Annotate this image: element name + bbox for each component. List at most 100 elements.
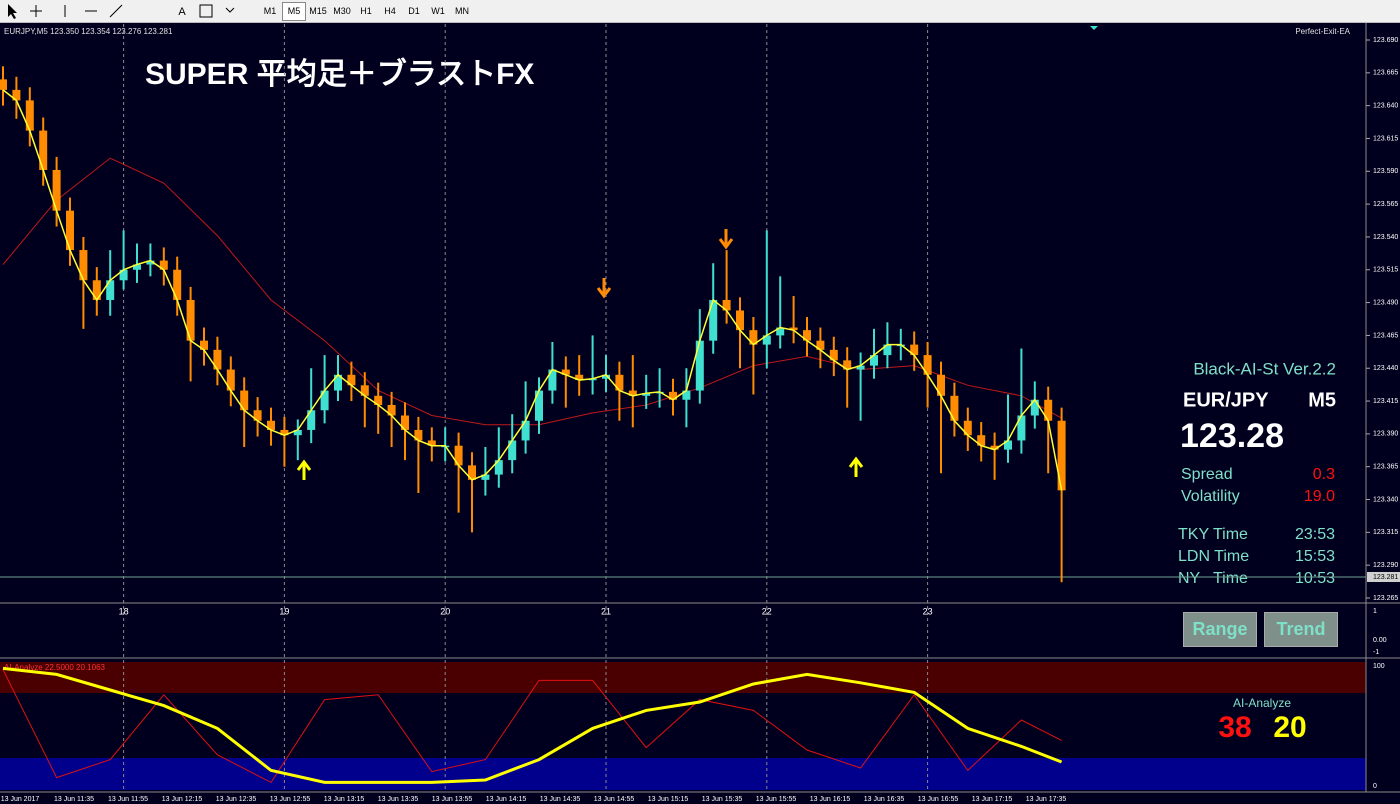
candle-body — [977, 435, 986, 446]
current-price-label: 123.281 — [1373, 574, 1398, 581]
trend-button[interactable]: Trend — [1264, 612, 1338, 647]
time-label: 13 Jun 12:15 — [162, 796, 203, 803]
candle-body — [789, 327, 798, 331]
panel-time-label: LDN Time — [1178, 548, 1249, 565]
time-label: 13 Jun 13:35 — [378, 796, 419, 803]
day-label: 19 — [279, 606, 289, 616]
timeframe-button[interactable]: H4 — [384, 6, 396, 16]
candle-body — [414, 429, 423, 441]
timeframe-button[interactable]: W1 — [431, 6, 445, 16]
range-button[interactable]: Range — [1183, 612, 1257, 647]
candle-body — [923, 355, 932, 375]
panel-time-value: 10:53 — [1295, 570, 1335, 587]
candle-body — [494, 460, 503, 475]
cursor-icon[interactable] — [8, 4, 17, 19]
panel-version: Black-AI-St Ver.2.2 — [1193, 359, 1336, 378]
time-label: 13 Jun 12:35 — [216, 796, 257, 803]
candle-body — [66, 210, 74, 251]
crosshair-icon[interactable] — [30, 5, 42, 17]
candle-body — [816, 340, 825, 350]
candle-body — [722, 299, 731, 311]
time-label: 13 Jun 13:55 — [432, 796, 473, 803]
time-label: 13 Jun 11:55 — [108, 796, 148, 803]
info-panel: Black-AI-St Ver.2.2 EUR/JPY M5 123.28 Spread… — [1178, 359, 1336, 587]
candle-body — [320, 390, 329, 411]
timeframe-button[interactable]: MN — [455, 6, 469, 16]
time-label: 13 Jun 15:55 — [756, 796, 797, 803]
candle-body — [575, 374, 584, 381]
candle-body — [119, 269, 128, 281]
candle-body — [253, 410, 262, 421]
timeframe-button[interactable]: D1 — [408, 6, 420, 16]
panel-row-value: 19.0 — [1304, 488, 1335, 505]
misc-icons[interactable] — [199, 4, 235, 18]
indicator-tick: 0 — [1373, 783, 1377, 790]
candle-body — [0, 79, 7, 90]
candle-body — [387, 404, 396, 416]
candle-body — [521, 420, 530, 441]
price-label: 123.315 — [1373, 529, 1398, 536]
candle-body — [1057, 420, 1066, 491]
subwindow-tick: 0.00 — [1373, 637, 1387, 644]
panel-time-label: NY Time — [1178, 570, 1248, 587]
day-label: 18 — [119, 606, 129, 616]
text-icon[interactable]: A — [178, 6, 186, 18]
candle-body — [628, 390, 637, 396]
candle-body — [186, 299, 195, 341]
candle-body — [52, 169, 61, 211]
timeframe-button[interactable]: M5 — [282, 2, 306, 21]
subwindow-tick: 1 — [1373, 608, 1377, 615]
shift-marker — [1090, 26, 1098, 30]
timeframe-button[interactable]: H1 — [360, 6, 372, 16]
panel-row-label: Volatility — [1181, 488, 1240, 505]
price-label: 123.390 — [1373, 431, 1398, 438]
candle-body — [870, 355, 878, 366]
price-label: 123.690 — [1373, 37, 1398, 44]
candle-body — [92, 280, 101, 300]
time-label: 13 Jun 17:15 — [972, 796, 1013, 803]
candle-body — [173, 269, 182, 300]
draw-icons[interactable] — [64, 4, 123, 18]
candle-body — [508, 440, 517, 461]
price-label: 123.615 — [1373, 135, 1398, 142]
indicator-header: AI-Analyze 22.5000 20.1063 — [4, 663, 106, 672]
toolbar: A M1 M5 M15 M30 H1 H4 D1 W1 MN — [0, 0, 1400, 23]
candle-body — [883, 344, 892, 356]
candle-body — [267, 420, 275, 430]
panel-price: 123.28 — [1180, 417, 1284, 455]
panel-row-label: Spread — [1181, 466, 1233, 483]
timeframe-button[interactable]: M15 — [309, 6, 327, 16]
candle-body — [990, 445, 999, 450]
price-label: 123.415 — [1373, 398, 1398, 405]
chart-window: EURJPY,M5 123.350 123.354 123.276 123.28… — [0, 23, 1400, 804]
price-label: 123.440 — [1373, 365, 1398, 372]
candle-body — [334, 374, 342, 391]
indicator-label: AI-Analyze — [1233, 696, 1291, 710]
time-label: 13 Jun 14:55 — [594, 796, 635, 803]
day-label: 21 — [601, 606, 611, 616]
chart-title: SUPER 平均足＋ブラストFX — [145, 57, 534, 91]
candle-body — [200, 340, 208, 350]
indicator-tick: 100 — [1373, 663, 1385, 670]
candle-body — [963, 420, 972, 436]
price-label: 123.540 — [1373, 234, 1398, 241]
day-label: 23 — [923, 606, 933, 616]
timeframe-button[interactable]: M1 — [263, 6, 277, 16]
indicator-yellow — [2, 666, 1063, 784]
timeframe-button[interactable]: M30 — [333, 6, 351, 16]
candle-body — [548, 369, 557, 391]
candle-body — [307, 410, 316, 430]
candle-body — [535, 390, 543, 421]
candle-body — [159, 260, 168, 270]
time-label: 13 Jun 16:35 — [864, 796, 905, 803]
price-label: 123.515 — [1373, 267, 1398, 274]
ea-label: Perfect-Exit-EA — [1295, 27, 1350, 36]
time-label: 13 Jun 14:15 — [486, 796, 527, 803]
fast-line — [2, 89, 1063, 491]
price-label: 123.340 — [1373, 496, 1398, 503]
candle-body — [79, 250, 88, 281]
candle-body — [669, 391, 677, 400]
candle-body — [561, 369, 570, 375]
current-price-box — [1367, 571, 1400, 582]
